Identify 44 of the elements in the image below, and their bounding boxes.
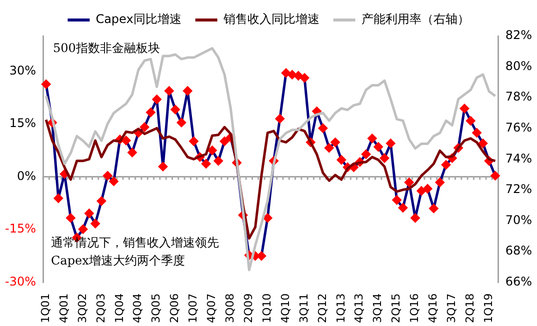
legend-label: 产能利用率（右轴） — [361, 12, 470, 26]
x-tick-label: 4Q04 — [131, 293, 144, 323]
y2-tick-label: 66% — [505, 274, 532, 288]
y2-tick-label: 76% — [505, 120, 532, 135]
legend-label: 销售收入同比增速 — [222, 12, 320, 26]
y-tick-label: -30% — [4, 274, 36, 288]
x-tick-label: 4Q10 — [278, 293, 292, 323]
y2-tick-label: 78% — [505, 90, 532, 104]
x-tick-label: 3Q14 — [371, 293, 384, 323]
x-tick-label: 3Q08 — [224, 293, 237, 323]
y2-tick-label: 72% — [505, 182, 532, 196]
x-tick-label: 3Q02 — [76, 293, 89, 323]
legend-label: Capex同比增速 — [96, 12, 182, 26]
x-tick-label: 1Q16 — [408, 293, 422, 323]
y-tick-label: 15% — [9, 116, 36, 130]
x-tick-label: 4Q07 — [205, 293, 218, 323]
annotation: 通常情况下，销售收入增速领先 Capex增速大约两个季度 — [51, 235, 219, 268]
x-tick-label: 1Q07 — [186, 293, 200, 323]
x-tick-label: 1Q01 — [38, 293, 52, 323]
x-tick-label: 2Q03 — [94, 293, 108, 323]
x-tick-label: 4Q13 — [352, 293, 366, 323]
y2-tick-label: 82% — [505, 28, 532, 42]
x-tick-label: 1Q19 — [482, 293, 495, 323]
annotation: 500指数非金融板块 — [53, 41, 160, 55]
x-tick-label: 2Q06 — [168, 293, 182, 323]
y2-tick-label: 70% — [505, 212, 532, 227]
y2-tick-label: 68% — [505, 244, 532, 258]
x-tick-label: 2Q15 — [390, 293, 403, 323]
x-tick-label: 4Q01 — [57, 293, 70, 323]
x-tick-label: 2Q18 — [464, 293, 476, 323]
x-tick-label: 2Q09 — [242, 293, 255, 323]
x-tick-label: 2Q12 — [316, 293, 329, 323]
x-tick-label: 3Q11 — [297, 293, 310, 323]
y2-tick-label: 74% — [505, 151, 532, 166]
x-tick-label: 1Q10 — [260, 293, 274, 323]
x-tick-label: 1Q04 — [112, 293, 126, 323]
y2-tick-label: 80% — [505, 58, 532, 73]
x-tick-label: 3Q05 — [150, 293, 163, 323]
y-tick-label: 0% — [16, 168, 36, 183]
y-tick-label: 30% — [9, 63, 36, 78]
x-tick-label: 4Q16 — [426, 293, 440, 323]
x-tick-label: 3Q17 — [445, 293, 458, 323]
y-tick-label: -15% — [4, 222, 36, 236]
x-tick-label: 1Q13 — [334, 293, 348, 323]
